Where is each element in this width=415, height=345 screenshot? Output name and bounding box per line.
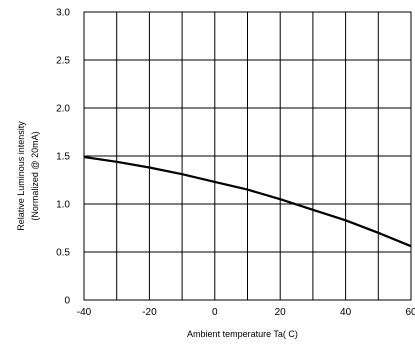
x-tick-label: -40 xyxy=(77,307,92,318)
y-tick-label: 0.5 xyxy=(56,248,70,259)
x-tick-label: 0 xyxy=(212,307,218,318)
series-group xyxy=(83,155,412,248)
y-axis-label-line1: Relative Luminous intensity xyxy=(16,121,26,231)
x-tick-label: 60 xyxy=(405,307,415,318)
x-tick-labels: -40 -20 0 20 40 60 xyxy=(77,307,415,318)
y-tick-label: 2.0 xyxy=(56,104,70,115)
y-tick-label: 1.5 xyxy=(56,152,70,163)
x-tick-label: -20 xyxy=(142,307,157,318)
y-tick-label: 2.5 xyxy=(56,56,70,67)
y-tick-labels: 0 0.5 1.0 1.5 2.0 2.5 3.0 xyxy=(56,8,70,307)
x-tick-label: 40 xyxy=(340,307,352,318)
plot-frame xyxy=(83,11,412,301)
x-tick-label: 20 xyxy=(275,307,287,318)
series-line xyxy=(83,155,412,248)
y-tick-label: 3.0 xyxy=(56,8,70,19)
grid xyxy=(83,11,412,301)
y-axis-label: Relative Luminous intensity (Normalized … xyxy=(16,121,40,231)
y-axis-label-line2: (Normalized @ 20mA) xyxy=(30,131,40,220)
y-tick-label: 0 xyxy=(64,296,70,307)
x-axis-label: Ambient temperature Ta( C) xyxy=(187,329,298,339)
y-tick-label: 1.0 xyxy=(56,200,70,211)
